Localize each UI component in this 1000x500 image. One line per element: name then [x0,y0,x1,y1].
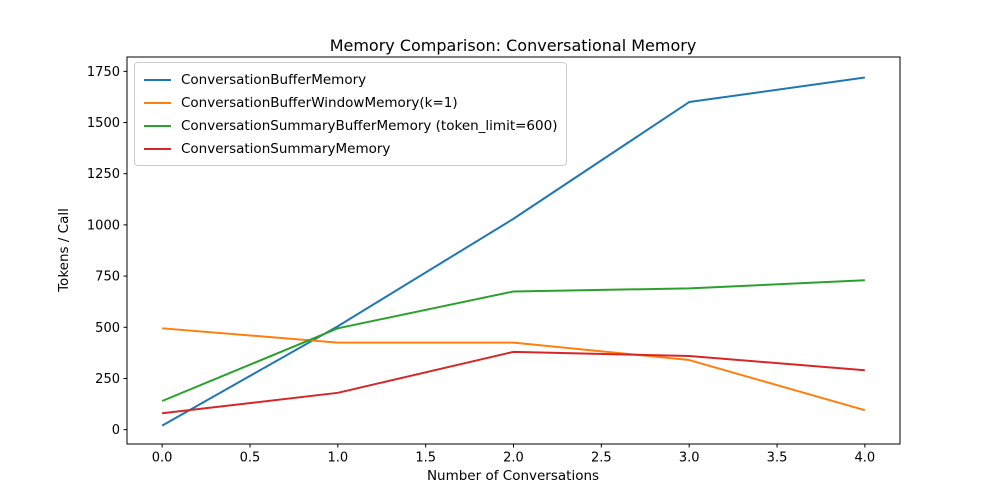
legend-swatch-icon [144,147,171,150]
legend-item: ConversationSummaryBufferMemory (token_l… [144,114,557,137]
y-axis-label: Tokens / Call [56,208,72,293]
y-axis-ticks: 0 250 500 750 1000 1250 1500 1750 [87,65,127,438]
x-tick-label: 1.0 [327,451,348,466]
legend-label: ConversationSummaryMemory [181,140,391,157]
y-tick-label: 750 [95,270,120,285]
y-tick-label: 1000 [87,218,120,233]
x-tick-label: 4.0 [855,451,876,466]
series-line-1 [162,327,866,412]
x-axis-ticks: 0.0 0.5 1.0 1.5 2.0 2.5 3.0 3.5 4.0 [152,444,875,466]
series-line-2 [161,279,865,402]
legend-label: ConversationBufferWindowMemory(k=1) [181,94,458,111]
y-tick-label: 0 [112,423,120,438]
x-tick-label: 1.5 [415,451,436,466]
legend-item: ConversationBufferWindowMemory(k=1) [144,91,557,114]
y-tick-label: 1250 [87,167,120,182]
legend-swatch-icon [144,78,171,81]
x-tick-label: 2.5 [591,451,612,466]
x-tick-label: 3.5 [767,451,788,466]
series-lines [161,76,866,427]
y-tick-label: 500 [95,321,120,336]
legend-label: ConversationSummaryBufferMemory (token_l… [181,117,558,134]
legend-item: ConversationSummaryMemory [144,137,557,160]
x-axis-label: Number of Conversations [427,468,599,484]
legend: ConversationBufferMemory ConversationBuff… [134,62,568,166]
series-line-3 [162,350,865,415]
y-tick-label: 1750 [87,65,120,80]
legend-swatch-icon [144,101,171,104]
y-tick-label: 1500 [87,116,120,131]
x-tick-label: 2.0 [503,451,524,466]
legend-item: ConversationBufferMemory [144,68,557,91]
x-tick-label: 0.5 [240,451,261,466]
legend-label: ConversationBufferMemory [181,71,367,88]
x-tick-label: 3.0 [679,451,700,466]
x-tick-label: 0.0 [152,451,173,466]
chart-title: Memory Comparison: Conversational Memory [330,36,697,55]
y-tick-label: 250 [95,372,120,387]
series-line-0 [161,76,866,427]
legend-swatch-icon [144,124,171,127]
